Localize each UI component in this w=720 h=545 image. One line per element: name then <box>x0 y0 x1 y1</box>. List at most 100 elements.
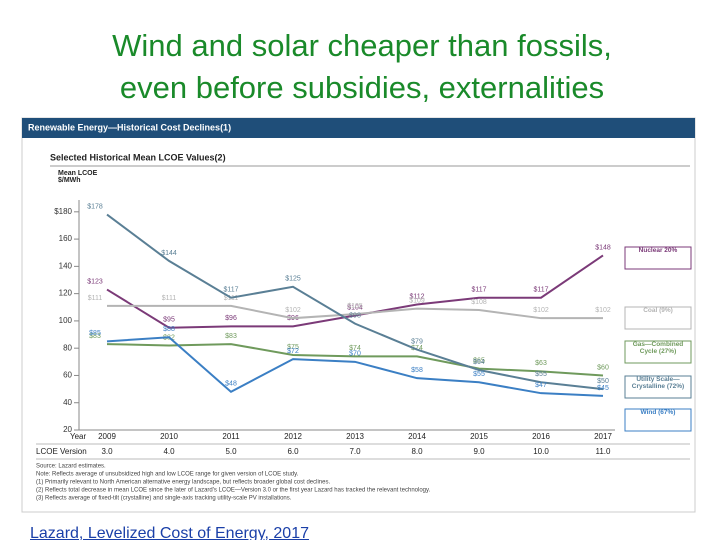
header-bar <box>22 118 695 138</box>
chart-header: Renewable Energy—Historical Cost Decline… <box>28 122 231 132</box>
data-label: $148 <box>595 244 611 251</box>
data-label: $83 <box>89 333 101 340</box>
data-label: $55 <box>535 371 547 378</box>
data-label: $144 <box>161 250 177 257</box>
x-tick-label: 2013 <box>346 432 364 441</box>
data-label: $83 <box>225 333 237 340</box>
data-label: $112 <box>409 293 424 300</box>
data-label: $95 <box>163 317 175 324</box>
version-label: 8.0 <box>411 447 423 456</box>
series-line <box>106 343 604 377</box>
legend-box <box>624 408 692 432</box>
y-label-box: Mean LCOE $/MWh <box>58 170 98 184</box>
note: (2) Reflects total decrease in mean LCOE… <box>36 488 431 494</box>
data-label: $50 <box>597 378 609 385</box>
legend-box <box>624 375 692 399</box>
x-tick-label: 2012 <box>284 432 302 441</box>
x-tick-label: 2010 <box>160 432 178 441</box>
x-tick-label: 2015 <box>470 432 488 441</box>
y-tick-label: 160 <box>59 234 73 243</box>
legend-text-box: Coal (9%) <box>643 307 673 314</box>
y-tick-label: 140 <box>59 261 73 270</box>
slide-title: even before subsidies, externalities <box>120 70 604 105</box>
y-tick-label: 100 <box>59 316 73 325</box>
legend-text-box: Utility Scale—Crystalline (72%) <box>631 376 685 391</box>
data-label: $108 <box>471 299 487 306</box>
x-tick-label: 2017 <box>594 432 612 441</box>
legend-text-box: Wind (67%) <box>640 409 676 416</box>
x-tick-label: 2014 <box>408 432 426 441</box>
data-label: $75 <box>287 344 299 351</box>
data-label: $117 <box>471 287 486 294</box>
series-line <box>107 304 603 320</box>
legend-box <box>624 246 692 270</box>
x-tick-label: 2011 <box>222 432 240 441</box>
version-label: 6.0 <box>287 447 299 456</box>
note: Note: Reflects average of unsubsidized h… <box>36 472 299 478</box>
data-label: $65 <box>473 357 485 364</box>
data-label: $111 <box>88 295 103 302</box>
note: Source: Lazard estimates. <box>36 464 106 470</box>
data-label: $111 <box>162 295 177 302</box>
version-label: 5.0 <box>225 447 237 456</box>
legend-entry: Nuclear 20% <box>638 247 678 254</box>
data-label: $125 <box>285 276 301 283</box>
data-label: $88 <box>163 326 175 333</box>
version-label: 4.0 <box>163 447 175 456</box>
data-label: $79 <box>411 338 423 345</box>
year-row-label: Year <box>70 432 87 441</box>
y-axis-label: Mean LCOE $/MWh <box>58 170 98 184</box>
data-label: $63 <box>535 360 547 367</box>
legend-box <box>624 306 692 330</box>
version-label: 11.0 <box>596 447 612 456</box>
series-line <box>106 213 604 391</box>
legend-entry: Utility Scale—Crystalline (72%) <box>631 376 685 391</box>
data-label: $98 <box>349 312 361 319</box>
x-tick-label: 2009 <box>98 432 116 441</box>
data-label: $96 <box>225 315 237 322</box>
y-tick-label: 60 <box>63 371 72 380</box>
version-row-label: LCOE Version <box>36 447 87 456</box>
legend-text-box: Nuclear 20% <box>638 247 678 254</box>
note: (1) Primarily relevant to North American… <box>36 480 330 486</box>
data-label: $102 <box>533 307 549 314</box>
data-label: $102 <box>285 307 301 314</box>
data-label: $117 <box>223 287 238 294</box>
data-label: $85 <box>89 330 101 337</box>
legend-entry: Wind (67%) <box>640 409 676 416</box>
data-label: $109 <box>409 297 425 304</box>
legend-entry: Coal (9%) <box>643 307 673 314</box>
data-label: $74 <box>349 345 361 352</box>
data-label: $123 <box>87 278 103 285</box>
version-label: 9.0 <box>473 447 485 456</box>
chart-title: Selected Historical Mean LCOE Values(2) <box>50 152 226 162</box>
y-tick-label: $180 <box>54 207 72 216</box>
series-line <box>106 336 604 397</box>
data-label: $70 <box>349 351 361 358</box>
data-label: $64 <box>473 359 485 366</box>
data-label: $105 <box>347 303 363 310</box>
y-tick-label: 20 <box>63 425 72 434</box>
source-link[interactable]: Lazard, Levelized Cost of Energy, 2017 <box>30 525 309 542</box>
data-label: $72 <box>287 348 299 355</box>
data-label: $178 <box>87 203 103 210</box>
y-tick-label: 120 <box>59 289 73 298</box>
legend-box <box>624 340 692 364</box>
version-label: 7.0 <box>349 447 361 456</box>
note: (3) Reflects average of fixed-tilt (crys… <box>36 496 292 502</box>
y-tick-label: 40 <box>63 398 72 407</box>
data-label: $55 <box>473 371 485 378</box>
slide-title: Wind and solar cheaper than fossils, <box>112 28 612 63</box>
y-tick-label: 80 <box>63 343 72 352</box>
data-label: $104 <box>347 304 363 311</box>
data-label: $58 <box>411 367 423 374</box>
version-label: 10.0 <box>533 447 549 456</box>
version-label: 3.0 <box>101 447 113 456</box>
data-label: $47 <box>535 382 547 389</box>
data-label: $102 <box>595 307 611 314</box>
legend-text-box: Gas—Combined Cycle (27%) <box>632 341 684 356</box>
legend-entry: Gas—Combined Cycle (27%) <box>632 341 684 356</box>
data-label: $45 <box>597 385 609 392</box>
series-line <box>106 254 604 329</box>
